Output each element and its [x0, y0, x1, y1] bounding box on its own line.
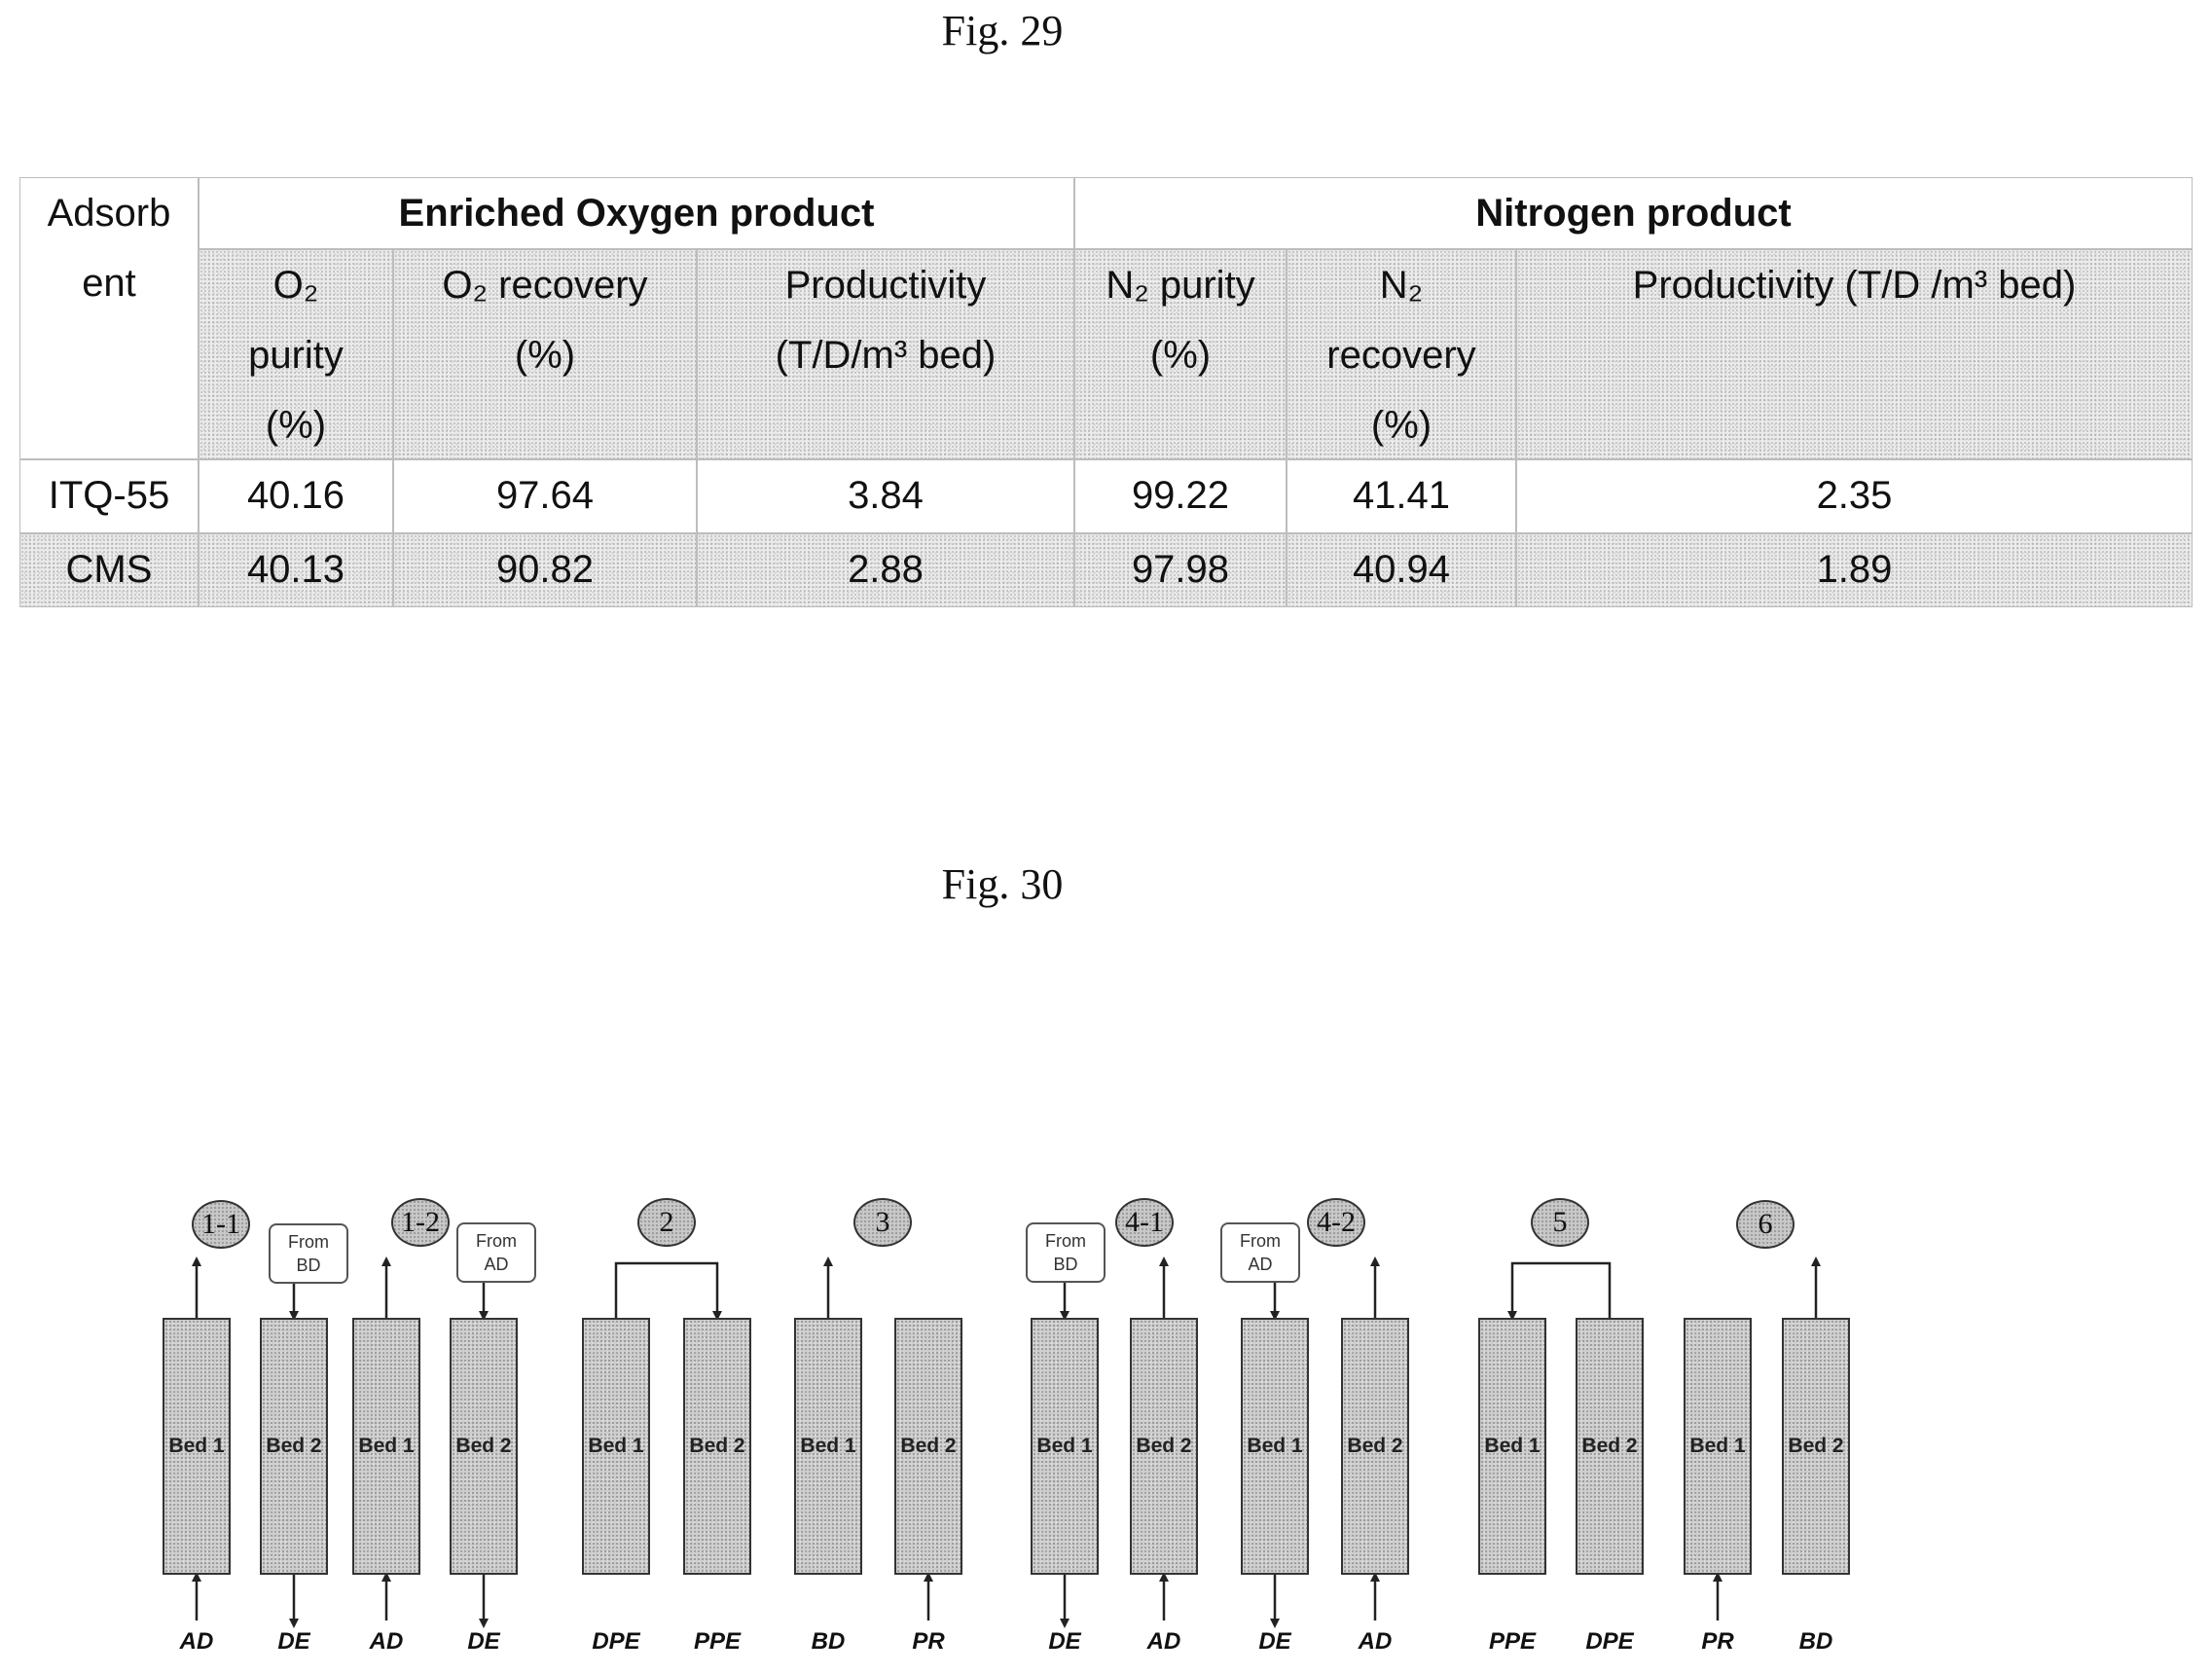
bed-column: Bed 2: [1782, 1318, 1850, 1575]
operation-label: AD: [179, 1628, 214, 1655]
operation-label: AD: [369, 1628, 404, 1655]
from-bd-label: From BD: [1026, 1222, 1106, 1283]
table-row-cell: 1.89: [1516, 533, 2193, 607]
header-n2-purity: N₂ purity (%): [1074, 249, 1287, 459]
operation-label: DPE: [592, 1628, 640, 1655]
operation-label: DE: [277, 1628, 310, 1655]
header-n2-recovery: N₂ recovery (%): [1287, 249, 1516, 459]
operation-label: DE: [1048, 1628, 1081, 1655]
header-o2-purity: O₂ purity (%): [199, 249, 393, 459]
step-marker: 1-1: [192, 1200, 250, 1249]
table-row-cell: ITQ-55: [19, 459, 199, 533]
table-row-cell: 90.82: [393, 533, 697, 607]
bed-column: Bed 2: [1341, 1318, 1409, 1575]
flow-arrows: [192, 1256, 1821, 1628]
bed-column: Bed 1: [352, 1318, 420, 1575]
step-marker: 6: [1736, 1200, 1795, 1249]
table-row-cell: 41.41: [1287, 459, 1516, 533]
from-ad-label: From AD: [1220, 1222, 1300, 1283]
step-marker: 4-1: [1115, 1198, 1174, 1247]
table-row-cell: 97.64: [393, 459, 697, 533]
table-row-cell: 2.35: [1516, 459, 2193, 533]
header-adsorbent: Adsorb ent: [19, 177, 199, 459]
table-row-cell: 99.22: [1074, 459, 1287, 533]
table-row-cell: 40.16: [199, 459, 393, 533]
header-n2-productivity: Productivity (T/D /m³ bed): [1516, 249, 2193, 459]
header-o2-productivity: Productivity (T/D/m³ bed): [697, 249, 1074, 459]
flow-arrow: [1507, 1261, 1612, 1321]
bed-column: Bed 1: [1031, 1318, 1099, 1575]
table-row-cell: 3.84: [697, 459, 1074, 533]
bed-column: Bed 1: [1478, 1318, 1546, 1575]
step-marker: 5: [1531, 1198, 1589, 1247]
from-bd-label: From BD: [269, 1223, 348, 1284]
operation-label: PR: [912, 1628, 945, 1655]
table-row-cell: 40.94: [1287, 533, 1516, 607]
bed-column: Bed 1: [582, 1318, 650, 1575]
bed-column: Bed 2: [683, 1318, 751, 1575]
figure-29-caption: Fig. 29: [941, 7, 1064, 55]
step-marker: 3: [853, 1198, 912, 1247]
operation-label: DE: [467, 1628, 500, 1655]
step-marker: 4-2: [1307, 1198, 1365, 1247]
bed-column: Bed 1: [163, 1318, 231, 1575]
header-o2-recovery: O₂ recovery (%): [393, 249, 697, 459]
bed-column: Bed 2: [894, 1318, 962, 1575]
header-nitrogen-product: Nitrogen product: [1074, 177, 2193, 249]
table-row-cell: 97.98: [1074, 533, 1287, 607]
step-marker: 2: [637, 1198, 696, 1247]
operation-label: AD: [1358, 1628, 1393, 1655]
table-row-cell: 2.88: [697, 533, 1074, 607]
table-row-cell: 40.13: [199, 533, 393, 607]
from-ad-label: From AD: [456, 1222, 536, 1283]
bed-column: Bed 2: [1576, 1318, 1644, 1575]
figure-30-caption: Fig. 30: [941, 860, 1064, 908]
bed-column: Bed 2: [1130, 1318, 1198, 1575]
results-table: Adsorb ent Enriched Oxygen product Nitrog…: [19, 177, 2193, 607]
operation-label: BD: [811, 1628, 846, 1655]
bed-column: Bed 2: [450, 1318, 518, 1575]
flow-arrow: [614, 1261, 722, 1321]
table-row-cell: CMS: [19, 533, 199, 607]
bed-column: Bed 1: [794, 1318, 862, 1575]
operation-label: BD: [1798, 1628, 1833, 1655]
operation-label: PR: [1701, 1628, 1734, 1655]
operation-label: DE: [1258, 1628, 1291, 1655]
header-enriched-oxygen-product: Enriched Oxygen product: [199, 177, 1074, 249]
bed-column: Bed 1: [1684, 1318, 1752, 1575]
operation-label: DPE: [1585, 1628, 1634, 1655]
operation-label: PPE: [1488, 1628, 1537, 1655]
operation-label: AD: [1146, 1628, 1181, 1655]
bed-column: Bed 1: [1241, 1318, 1309, 1575]
operation-label: PPE: [693, 1628, 742, 1655]
bed-column: Bed 2: [260, 1318, 328, 1575]
step-marker: 1-2: [391, 1198, 450, 1247]
